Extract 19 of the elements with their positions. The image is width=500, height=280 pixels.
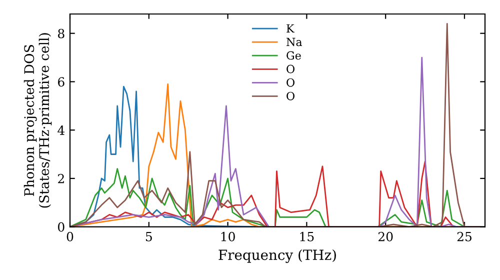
y-tick-label: 4 [58,126,65,135]
x-tick-label: 20 [378,232,393,242]
x-tick-label: 10 [221,232,235,242]
y-tick-label: 6 [58,77,64,87]
y-tick-label: 2 [58,174,64,184]
legend-label: O [286,64,294,74]
x-tick-label: 0 [66,232,74,242]
legend-label: Na [286,38,302,46]
x-axis-title: Frequency (THz) [218,249,336,263]
x-tick-label: 25 [457,232,472,242]
legend-label: Ge [286,51,301,60]
legend-label: O [286,92,294,100]
y-tick-label: 8 [58,28,64,38]
legend-label: O [286,78,294,87]
y-axis-title: Phonon projected DOS (States/THz·primitive cell) [24,33,52,208]
legend-label: K [286,24,294,32]
x-tick-label: 15 [300,232,314,242]
y-tick-label: 0 [58,222,64,232]
x-tick-label: 5 [146,232,152,242]
